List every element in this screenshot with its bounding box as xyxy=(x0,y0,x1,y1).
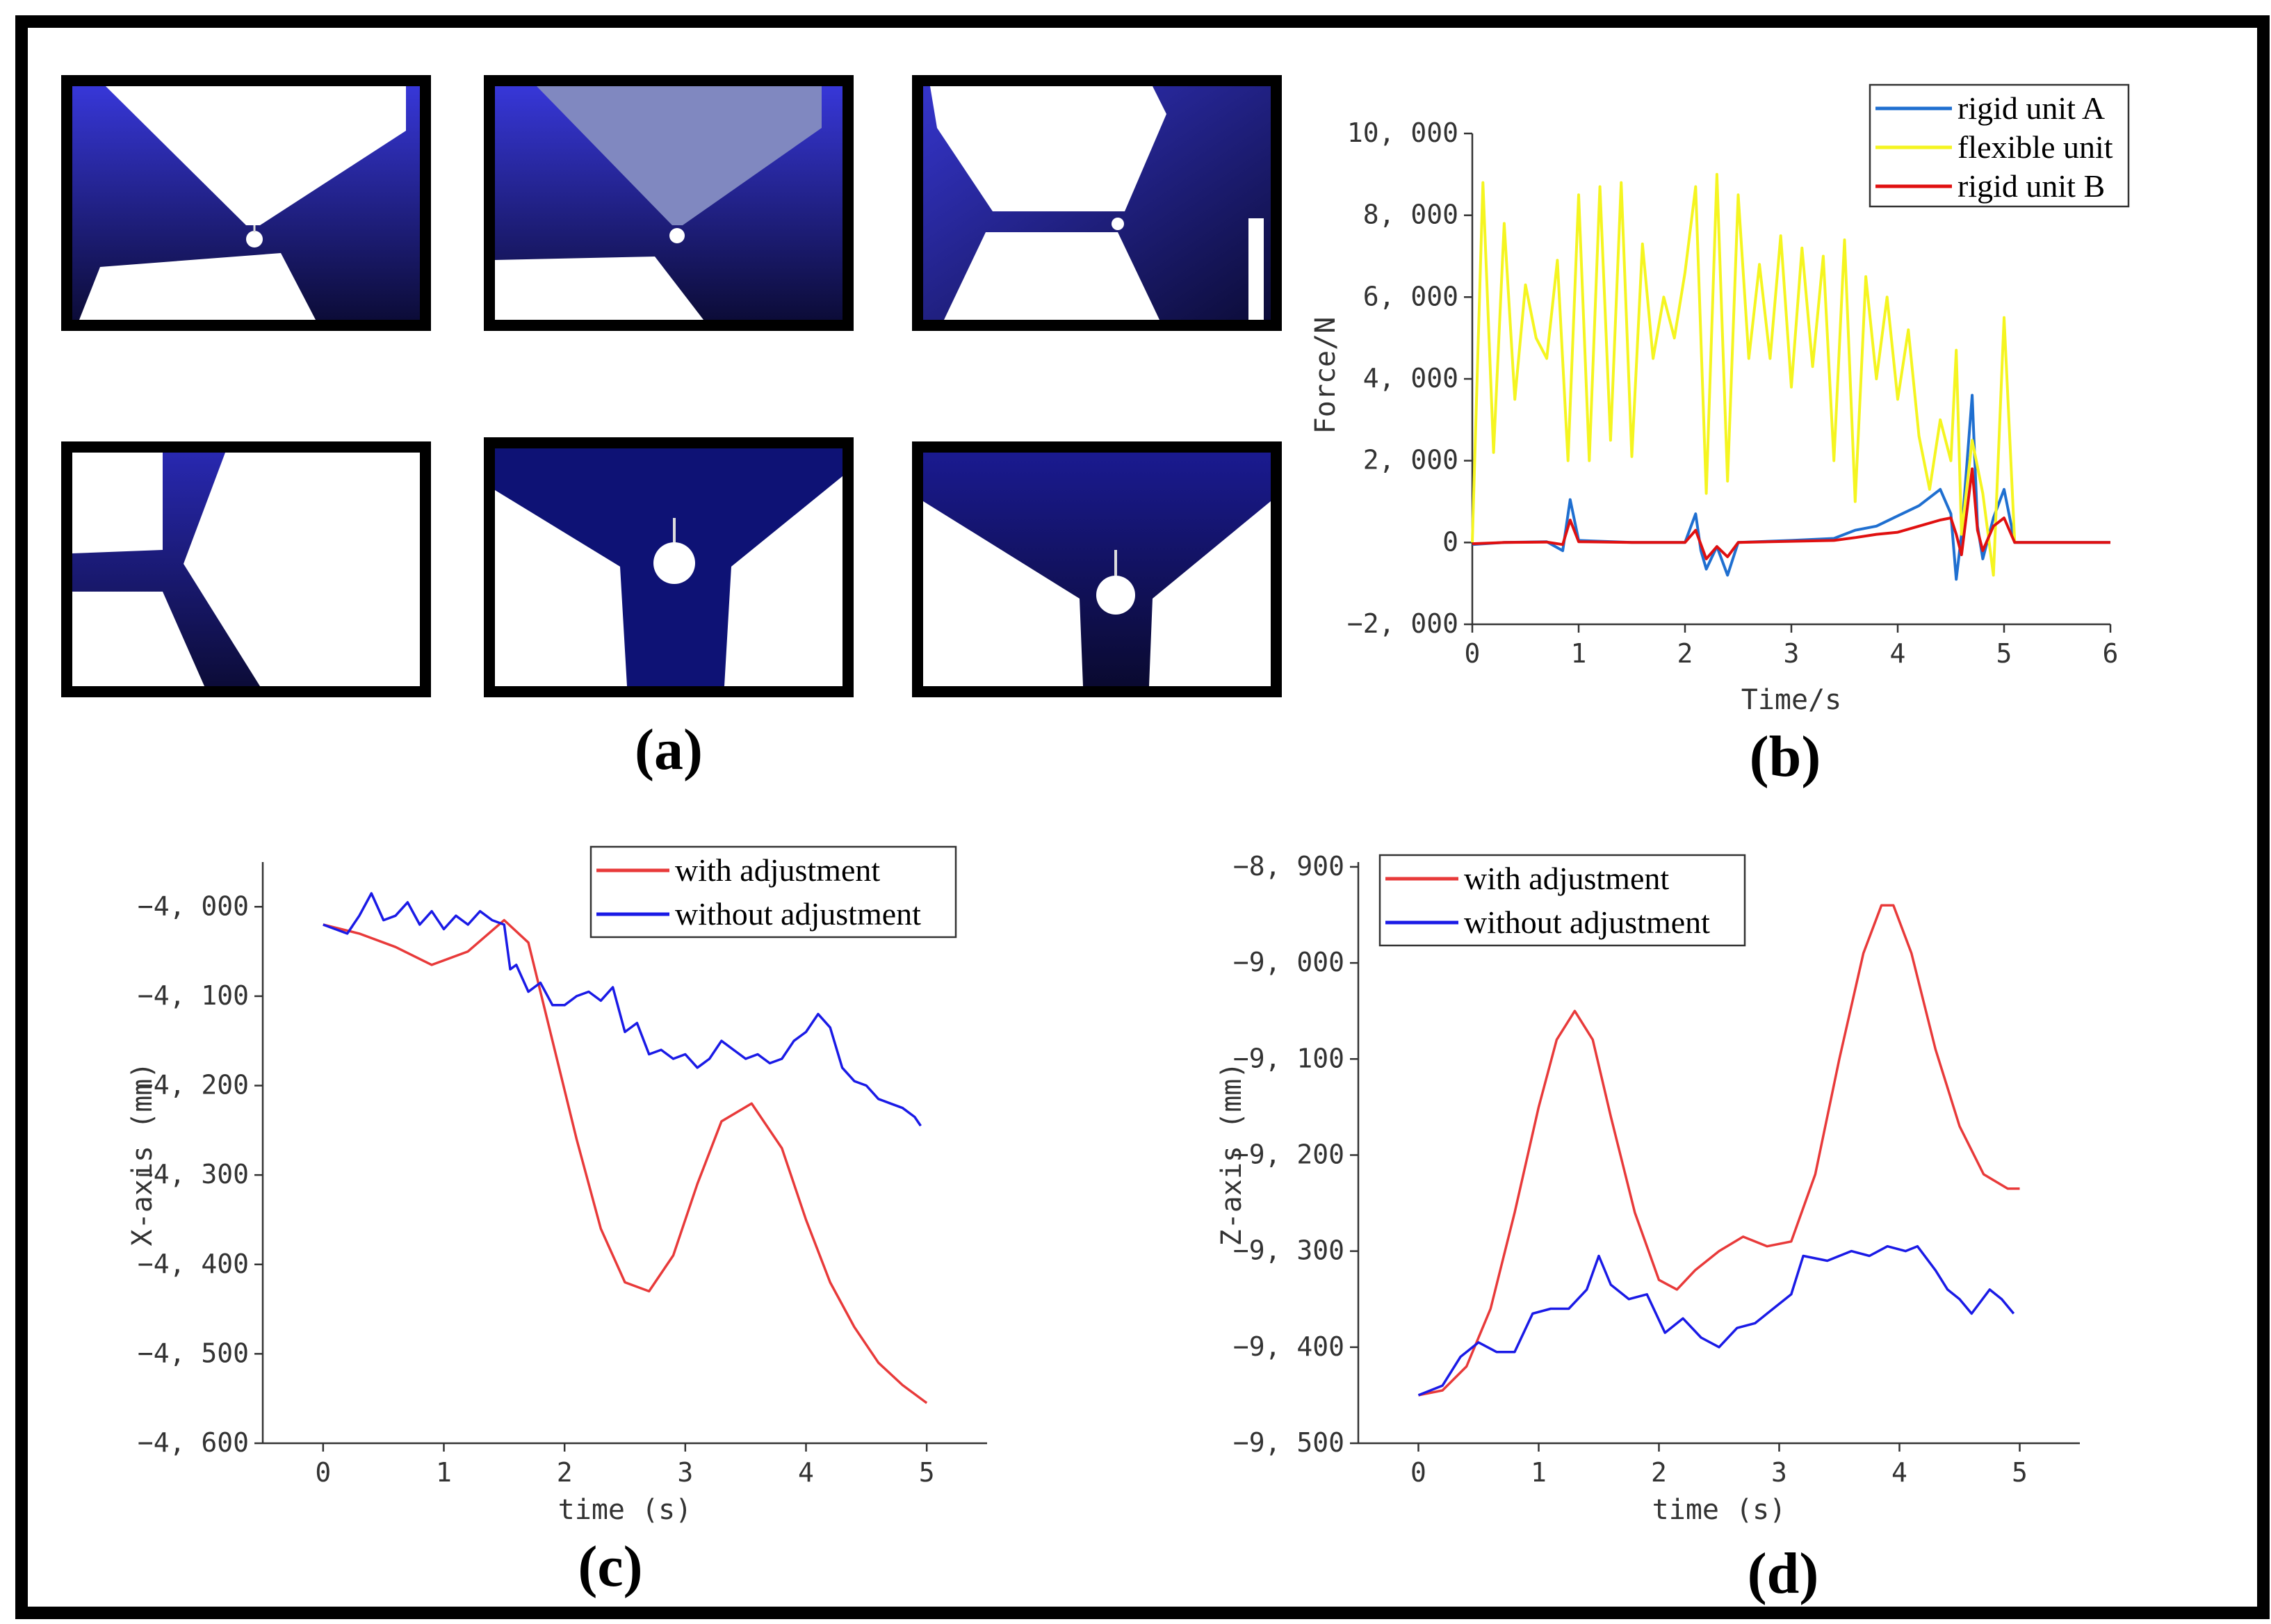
legend-label: with adjustment xyxy=(1464,861,1669,896)
y-tick-label: −9, 100 xyxy=(1233,1043,1344,1073)
panel-label-b: (b) xyxy=(1749,724,1821,789)
x-axis-label: time (s) xyxy=(1652,1494,1786,1526)
x-tick-label: 2 xyxy=(1677,638,1693,669)
y-tick-label: 6, 000 xyxy=(1363,281,1458,311)
y-tick-label: 0 xyxy=(1442,526,1458,557)
x-tick-label: 0 xyxy=(1465,638,1481,669)
x-tick-label: 1 xyxy=(436,1457,452,1488)
legend-label: flexible unit xyxy=(1957,129,2113,165)
legend-label: rigid unit A xyxy=(1957,90,2105,126)
y-axis-label: X-axis (mm) xyxy=(127,1062,158,1247)
x-tick-label: 5 xyxy=(919,1457,935,1488)
series-line-without-adjustment xyxy=(1417,1244,2015,1397)
y-tick-label: −9, 200 xyxy=(1233,1139,1344,1169)
x-axis-label: time (s) xyxy=(558,1494,692,1526)
y-tick-label: 8, 000 xyxy=(1363,200,1458,230)
x-tick-label: 4 xyxy=(1891,1457,1907,1488)
legend-box xyxy=(589,845,957,939)
y-axis-label: Z-axis (mm) xyxy=(1216,1062,1248,1247)
y-tick-label: −4, 500 xyxy=(138,1338,249,1368)
x-tick-label: 3 xyxy=(677,1457,693,1488)
y-tick-label: 4, 000 xyxy=(1363,363,1458,393)
simulation-frame-3 xyxy=(912,75,1282,331)
y-tick-label: 2, 000 xyxy=(1363,445,1458,476)
series-line-with-adjustment xyxy=(323,918,928,1404)
legend-box xyxy=(1378,854,1746,947)
x-tick-label: 0 xyxy=(315,1457,331,1488)
x-tick-label: 1 xyxy=(1531,1457,1547,1488)
y-tick-label: −4, 200 xyxy=(138,1070,249,1101)
series-line-with-adjustment xyxy=(1418,904,2020,1397)
x-axis-label: Time/s xyxy=(1741,684,1842,716)
simulation-frame-6 xyxy=(912,441,1282,697)
y-tick-label: −4, 400 xyxy=(138,1249,249,1279)
y-axis-label: Force/N xyxy=(1310,317,1342,435)
y-tick-label: −9, 000 xyxy=(1233,947,1344,977)
series-line-without-adjustment xyxy=(323,892,922,1127)
y-tick-label: −4, 000 xyxy=(138,891,249,921)
x-tick-label: 4 xyxy=(1890,638,1906,669)
y-tick-label: 10, 000 xyxy=(1347,117,1458,148)
y-tick-label: −2, 000 xyxy=(1347,608,1458,639)
legend-label: without adjustment xyxy=(1464,904,1710,940)
legend-label: rigid unit B xyxy=(1957,168,2105,204)
legend-label: without adjustment xyxy=(675,896,921,932)
y-tick-label: −8, 900 xyxy=(1233,851,1344,882)
x-tick-label: 3 xyxy=(1771,1457,1787,1488)
x-tick-label: 1 xyxy=(1571,638,1587,669)
panel-label-d: (d) xyxy=(1747,1541,1819,1606)
series-line-flexible-unit xyxy=(1471,172,2017,577)
x-tick-label: 5 xyxy=(2012,1457,2028,1488)
y-tick-label: −9, 300 xyxy=(1233,1235,1344,1266)
legend-label: with adjustment xyxy=(675,852,880,888)
y-tick-label: −9, 400 xyxy=(1233,1331,1344,1362)
x-tick-label: 2 xyxy=(557,1457,573,1488)
x-tick-label: 5 xyxy=(1996,638,2012,669)
x-tick-label: 4 xyxy=(798,1457,814,1488)
y-tick-label: −4, 100 xyxy=(138,980,249,1011)
x-tick-label: 2 xyxy=(1651,1457,1667,1488)
y-tick-label: −4, 300 xyxy=(138,1159,249,1189)
simulation-frame-1 xyxy=(61,75,431,331)
simulation-frame-5 xyxy=(484,437,854,697)
panel-label-c: (c) xyxy=(578,1534,643,1599)
series-line-rigid-unit-B xyxy=(1472,467,2110,560)
simulation-frame-4 xyxy=(61,441,431,697)
y-tick-label: −9, 500 xyxy=(1233,1427,1344,1458)
x-tick-label: 6 xyxy=(2103,638,2119,669)
y-tick-label: −4, 600 xyxy=(138,1427,249,1458)
simulation-frame-2 xyxy=(484,75,854,331)
panel-label-a: (a) xyxy=(635,717,703,782)
x-tick-label: 0 xyxy=(1410,1457,1426,1488)
x-tick-label: 3 xyxy=(1784,638,1800,669)
